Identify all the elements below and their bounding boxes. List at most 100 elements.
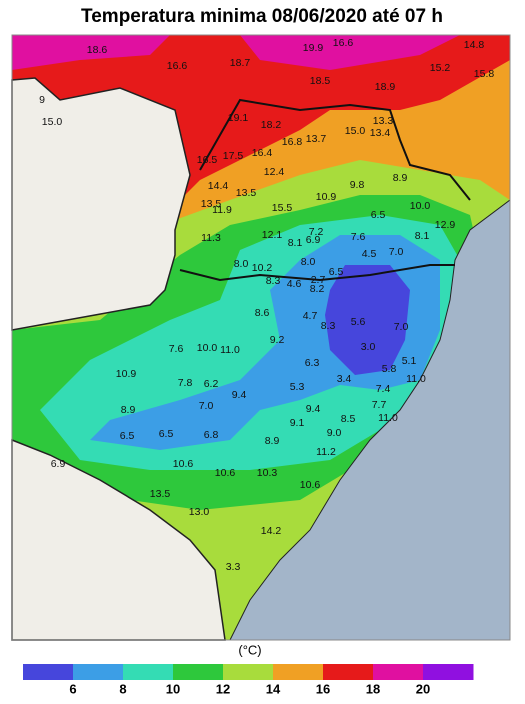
- station-value: 13.3: [373, 115, 394, 127]
- station-value: 7.8: [178, 377, 193, 389]
- map-frame: [11, 34, 511, 641]
- station-value: 10.6: [300, 479, 321, 491]
- station-value: 6.8: [204, 429, 219, 441]
- station-value: 11.0: [406, 373, 426, 385]
- station-value: 13.5: [201, 198, 222, 210]
- station-value: 9: [39, 94, 45, 106]
- legend-tick-label: 20: [416, 681, 430, 696]
- station-value: 16.6: [333, 37, 354, 49]
- zone: [325, 265, 410, 375]
- legend-swatch: [223, 664, 274, 680]
- station-value: 16.4: [252, 147, 273, 159]
- legend-swatch: [173, 664, 224, 680]
- station-value: 12.4: [264, 166, 285, 178]
- station-value: 7.0: [394, 321, 409, 333]
- station-value: 16.5: [197, 154, 218, 166]
- station-value: 9.4: [306, 403, 321, 415]
- station-value: 8.9: [265, 435, 280, 447]
- station-value: 9.4: [232, 389, 247, 401]
- station-value: 16.6: [167, 60, 188, 72]
- station-value: 9.2: [270, 334, 285, 346]
- station-value: 10.9: [116, 368, 137, 380]
- station-value: 11.9: [212, 204, 232, 216]
- station-value: 8.5: [341, 413, 356, 425]
- legend-swatch: [423, 664, 474, 680]
- station-value: 14.4: [208, 180, 229, 192]
- station-value: 6.5: [120, 430, 135, 442]
- legend-swatch: [23, 664, 74, 680]
- legend-tick-label: 16: [316, 681, 330, 696]
- station-value: 6.2: [204, 378, 219, 390]
- station-value: 3.4: [337, 373, 352, 385]
- station-value: 13.0: [189, 506, 210, 518]
- station-value: 7.7: [372, 399, 387, 411]
- station-value: 11.0: [378, 412, 398, 424]
- station-value: 4.6: [287, 278, 302, 290]
- station-value: 7.4: [376, 383, 391, 395]
- station-value: 14.2: [261, 525, 282, 537]
- legend-unit: (°C): [238, 642, 261, 657]
- station-value: 18.9: [375, 81, 396, 93]
- station-value: 10.0: [410, 200, 431, 212]
- legend-swatch: [273, 664, 324, 680]
- station-value: 18.5: [310, 75, 331, 87]
- station-value: 18.7: [230, 57, 251, 69]
- station-value: 5.1: [402, 355, 417, 367]
- station-value: 6.9: [51, 458, 66, 470]
- station-value: 8.3: [321, 320, 336, 332]
- station-value: 4.7: [303, 310, 318, 322]
- station-value: 9.8: [350, 179, 365, 191]
- legend-swatch: [373, 664, 424, 680]
- station-value: 10.3: [257, 467, 278, 479]
- station-value: 6.5: [329, 266, 344, 278]
- station-value: 15.8: [474, 68, 495, 80]
- legend-tick-label: 10: [166, 681, 180, 696]
- station-value: 18.6: [87, 44, 108, 56]
- station-value: 5.3: [290, 381, 305, 393]
- station-value: 8.0: [301, 256, 316, 268]
- station-value: 4.5: [362, 248, 377, 260]
- station-value: 9.0: [327, 427, 342, 439]
- station-value: 10.6: [173, 458, 194, 470]
- station-value: 16.8: [282, 136, 303, 148]
- neighbor-land: [11, 77, 191, 331]
- ocean: [229, 199, 511, 641]
- legend-swatch: [123, 664, 174, 680]
- station-value: 5.8: [382, 363, 397, 375]
- station-value: 14.8: [464, 39, 485, 51]
- station-value: 7.0: [199, 400, 214, 412]
- station-value: 3.0: [361, 341, 376, 353]
- station-value: 7.6: [351, 231, 366, 243]
- state-border: [179, 264, 455, 282]
- station-value: 11.0: [220, 344, 240, 356]
- station-value: 13.4: [370, 127, 391, 139]
- legend-swatch: [323, 664, 374, 680]
- station-value: 11.2: [316, 446, 336, 458]
- station-value: 8.6: [255, 307, 270, 319]
- station-value: 6.5: [371, 209, 386, 221]
- station-value: 15.0: [345, 125, 366, 137]
- station-value: 8.0: [234, 258, 249, 270]
- station-value: 17.5: [223, 150, 244, 162]
- station-value: 7.2: [309, 226, 324, 238]
- station-value: 7.6: [169, 343, 184, 355]
- legend-tick-label: 18: [366, 681, 380, 696]
- station-value: 8.2: [310, 283, 325, 295]
- station-value: 9.1: [290, 417, 305, 429]
- station-value: 13.5: [150, 488, 171, 500]
- station-value: 19.9: [303, 42, 324, 54]
- station-value: 10.9: [316, 191, 337, 203]
- station-value: 11.3: [201, 232, 221, 244]
- station-value: 7.0: [389, 246, 404, 258]
- station-value: 6.3: [305, 357, 320, 369]
- title: Temperatura minima 08/06/2020 até 07 h: [81, 6, 443, 27]
- station-value: 19.1: [228, 112, 249, 124]
- legend-tick-label: 12: [216, 681, 230, 696]
- station-value: 6.5: [159, 428, 174, 440]
- station-value: 13.5: [236, 187, 257, 199]
- station-value: 10.2: [252, 262, 273, 274]
- station-value: 8.1: [415, 230, 430, 242]
- station-value: 18.2: [261, 119, 282, 131]
- station-value: 8.1: [288, 237, 303, 249]
